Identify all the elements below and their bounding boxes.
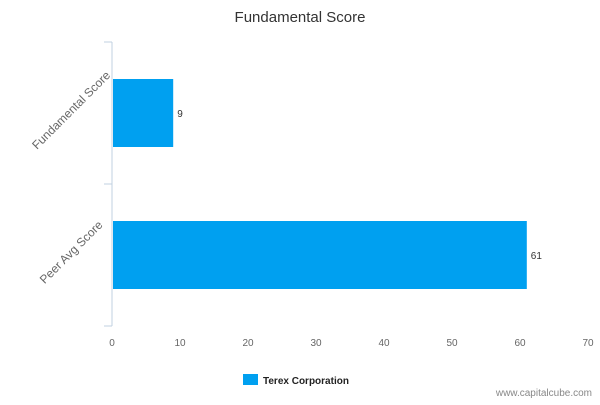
data-label: 61 — [531, 251, 543, 262]
legend-label: Terex Corporation — [263, 376, 349, 387]
x-tick-label: 60 — [514, 338, 526, 349]
watermark-text: www.capitalcube.com — [495, 388, 592, 399]
chart-title: Fundamental Score — [235, 9, 366, 26]
x-tick-label: 10 — [174, 338, 186, 349]
y-tick-label: Fundamental Score — [29, 68, 113, 152]
x-tick-label: 20 — [242, 338, 254, 349]
x-tick-label: 50 — [446, 338, 458, 349]
legend[interactable]: Terex Corporation — [243, 374, 349, 387]
y-tick-label: Peer Avg Score — [37, 218, 106, 287]
legend-swatch — [243, 374, 258, 385]
x-tick-label: 40 — [378, 338, 390, 349]
bar — [113, 221, 527, 289]
x-tick-label: 30 — [310, 338, 322, 349]
x-tick-label: 0 — [109, 338, 115, 349]
bars — [113, 79, 527, 289]
x-tick-label: 70 — [582, 338, 594, 349]
data-label: 9 — [177, 109, 183, 120]
axes — [104, 41, 113, 327]
bar — [113, 79, 174, 147]
